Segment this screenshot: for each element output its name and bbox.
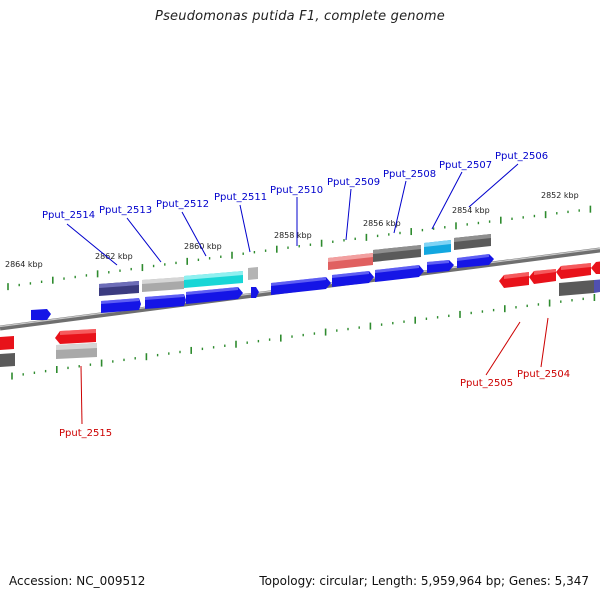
gene-label-pput-2508: Pput_2508: [383, 169, 436, 180]
cog-block: [248, 267, 258, 280]
cog-block: [559, 280, 594, 296]
cog-block: [56, 343, 97, 350]
cog-block: [373, 245, 421, 254]
kbp-label-2864: 2864 kbp: [5, 260, 43, 269]
gene-label-pput-2512: Pput_2512: [156, 199, 209, 210]
gene-label-pput-2515: Pput_2515: [59, 428, 112, 439]
gene-label-pput-2513: Pput_2513: [99, 205, 152, 216]
inner-ruler: [11, 293, 596, 380]
cog-row: [0, 234, 600, 367]
reverse-cds-arrow: [0, 336, 14, 350]
cog-block: [184, 271, 243, 280]
accession-label: Accession: NC_009512: [9, 574, 146, 588]
gene-label-pput-2510: Pput_2510: [270, 185, 323, 196]
cog-block: [328, 253, 373, 262]
cog-block: [0, 353, 15, 367]
forward-cds-arrow: [31, 309, 51, 320]
cog-block: [424, 240, 451, 247]
gene-label-pput-2509: Pput_2509: [327, 177, 380, 188]
cog-block: [594, 279, 600, 293]
gene-label-pput-2507: Pput_2507: [439, 160, 492, 171]
kbp-label-2856: 2856 kbp: [363, 219, 401, 228]
figure-title: Pseudomonas putida F1, complete genome: [155, 9, 445, 24]
topology-label: Topology: circular; Length: 5,959,964 bp…: [259, 574, 589, 588]
outer-ruler: [7, 205, 592, 291]
kbp-label-2858: 2858 kbp: [274, 231, 312, 240]
forward-cds-arrow: [251, 287, 259, 298]
cog-block: [99, 281, 139, 288]
gene-label-pput-2505: Pput_2505: [460, 378, 513, 389]
gene-label-pput-2504: Pput_2504: [517, 369, 570, 380]
kbp-label-2852: 2852 kbp: [541, 191, 579, 200]
cog-block: [454, 234, 491, 242]
gene-label-pput-2514: Pput_2514: [42, 210, 95, 221]
gene-label-pput-2511: Pput_2511: [214, 192, 267, 203]
gene-label-pput-2506: Pput_2506: [495, 151, 548, 162]
cog-block: [142, 277, 184, 284]
kbp-label-2862: 2862 kbp: [95, 252, 133, 261]
kbp-label-2860: 2860 kbp: [184, 242, 222, 251]
reverse-cds-arrow: [591, 261, 600, 274]
kbp-label-2854: 2854 kbp: [452, 206, 490, 215]
